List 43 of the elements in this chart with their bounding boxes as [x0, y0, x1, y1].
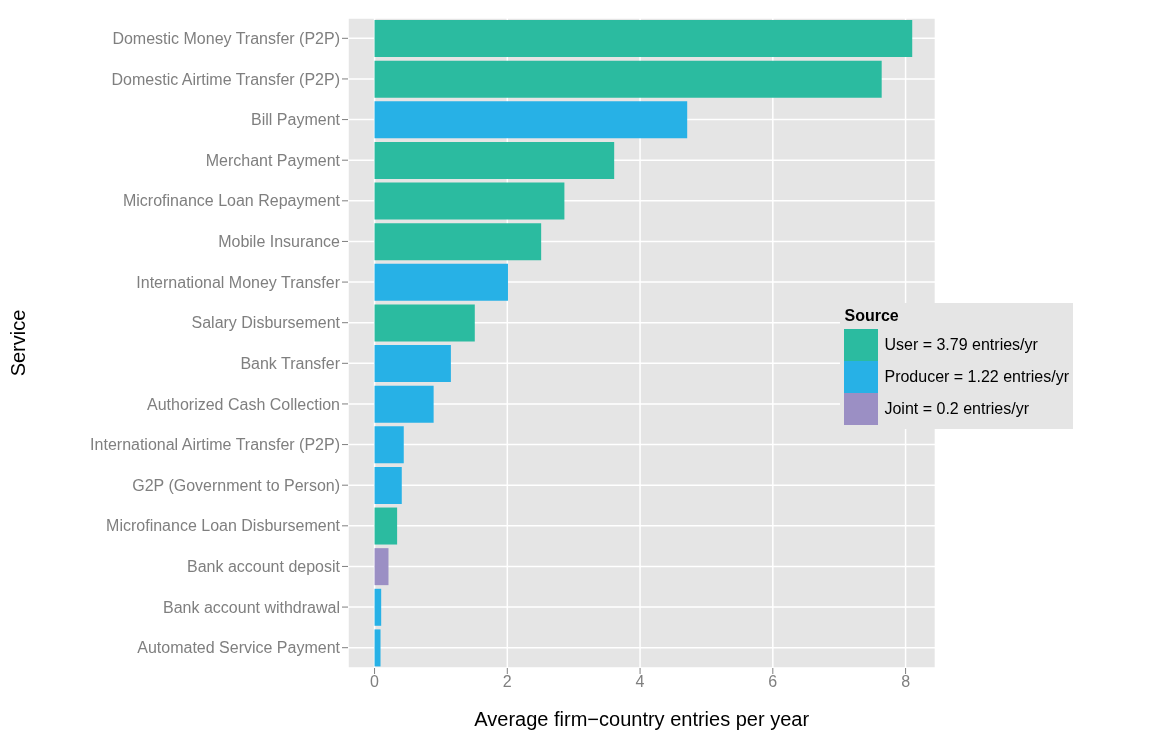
bar: [374, 101, 688, 139]
x-tick-label: 6: [768, 673, 778, 691]
bar: [374, 304, 475, 342]
bar: [374, 20, 913, 58]
legend-label: Joint = 0.2 entries/yr: [884, 400, 1029, 418]
y-tick-label: Authorized Cash Collection: [147, 395, 340, 413]
y-tick-label: Domestic Airtime Transfer (P2P): [111, 70, 340, 88]
bar: [374, 629, 381, 667]
y-tick-label: Domestic Money Transfer (P2P): [112, 29, 340, 47]
y-tick-label: Salary Disbursement: [191, 314, 341, 332]
legend-title: Source: [844, 307, 900, 325]
x-axis-title: Average firm−country entries per year: [474, 708, 810, 730]
bar: [374, 182, 565, 220]
y-tick-label: Bill Payment: [251, 111, 341, 129]
y-tick-label: G2P (Government to Person): [132, 476, 340, 494]
y-tick-label: Bank account withdrawal: [163, 598, 340, 616]
y-tick-label: Automated Service Payment: [137, 639, 341, 657]
x-tick-label: 0: [370, 673, 380, 691]
legend-label: Producer = 1.22 entries/yr: [884, 368, 1069, 386]
bar: [374, 223, 542, 261]
y-tick-label: Microfinance Loan Disbursement: [106, 517, 341, 535]
bar: [374, 507, 398, 545]
bar: [374, 60, 882, 98]
x-tick-label: 2: [502, 673, 512, 691]
x-tick-label: 8: [901, 673, 911, 691]
bar: [374, 385, 434, 423]
y-tick-label: Mobile Insurance: [218, 233, 341, 251]
bar: [374, 263, 508, 301]
y-tick-label: Microfinance Loan Repayment: [122, 192, 341, 210]
y-tick-label: Bank account deposit: [187, 558, 341, 576]
bar: [374, 466, 402, 504]
x-tick-label: 4: [635, 673, 645, 691]
y-tick-label: International Airtime Transfer (P2P): [90, 436, 340, 454]
bar: [374, 426, 404, 464]
bar: [374, 141, 615, 179]
bar: [374, 548, 389, 586]
y-tick-label: Bank Transfer: [240, 354, 341, 372]
y-axis-title: Service: [7, 309, 30, 377]
bar: [374, 345, 451, 383]
y-tick-label: Merchant Payment: [205, 151, 341, 169]
bar: [374, 588, 382, 626]
legend-label: User = 3.79 entries/yr: [884, 336, 1038, 354]
y-tick-label: International Money Transfer: [136, 273, 341, 291]
